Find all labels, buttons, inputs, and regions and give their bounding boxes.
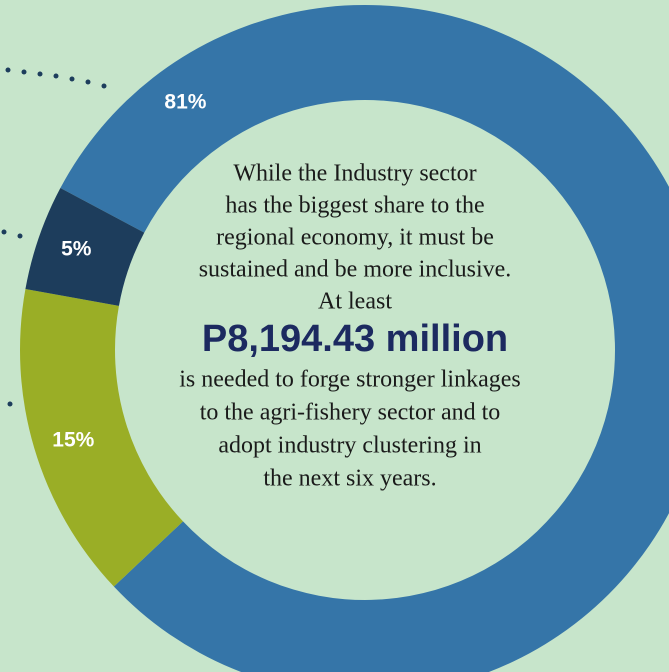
- leader-dots: [1, 67, 107, 407]
- donut-segment: [19, 289, 184, 587]
- donut-segment: [25, 188, 145, 306]
- annotation-line: regional economy, it must be: [216, 225, 494, 251]
- annotation-line: While the Industry sector: [233, 161, 476, 187]
- annotation-line: the next six years.: [263, 466, 436, 492]
- data-label: 81%: [164, 90, 206, 113]
- data-label: 5%: [61, 238, 92, 261]
- annotation-line: At least: [318, 289, 392, 315]
- annotation-line: adopt industry clustering in: [218, 433, 481, 459]
- annotation-line: sustained and be more inclusive.: [199, 257, 512, 283]
- annotation-line: is needed to forge stronger linkages: [179, 367, 520, 393]
- annotation-line: has the biggest share to the: [225, 193, 484, 219]
- data-label: 15%: [52, 428, 94, 451]
- annotation-line: to the agri-fishery sector and to: [200, 400, 501, 426]
- annotation-highlight: P8,194.43 million: [202, 318, 508, 360]
